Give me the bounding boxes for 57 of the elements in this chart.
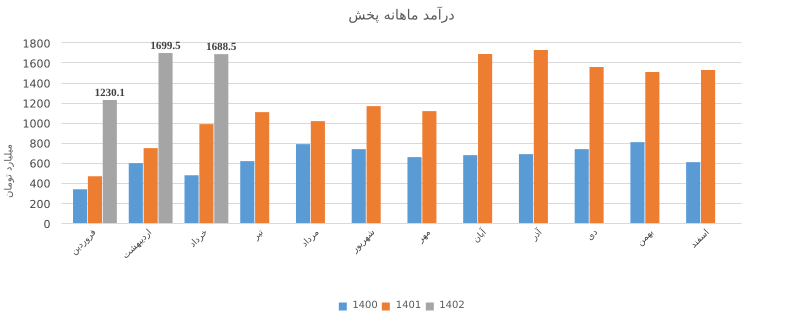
x-tick-label: بهمن	[636, 228, 656, 248]
y-tick-label: 200	[30, 198, 51, 211]
bar	[88, 176, 102, 224]
y-tick-label: 600	[30, 158, 51, 171]
data-label: 1699.5	[150, 40, 182, 52]
bar	[310, 121, 325, 224]
x-tick-label: شهریور	[349, 228, 378, 256]
y-tick-label: 0	[44, 218, 50, 231]
bar	[700, 70, 716, 224]
bar	[73, 189, 88, 224]
chart-title: درآمد ماهانه پخش	[348, 6, 455, 24]
bar	[590, 66, 604, 224]
x-tick-label: مرداد	[300, 228, 322, 250]
y-tick-label: 1600	[22, 57, 51, 70]
legend-label: 1400	[352, 300, 378, 311]
bar	[158, 53, 173, 224]
bar	[214, 54, 228, 224]
bar	[534, 50, 548, 224]
bar	[407, 157, 422, 224]
y-axis-title: میلیارد تومان	[4, 144, 15, 198]
x-tick-label: خرداد	[188, 228, 210, 250]
bar	[296, 144, 310, 224]
bar	[128, 163, 143, 224]
x-tick-label: تیر	[250, 227, 266, 243]
x-tick-label: فروردین	[69, 228, 98, 257]
bar	[144, 148, 158, 224]
bar	[102, 100, 117, 224]
y-tick-label: 1800	[22, 37, 51, 50]
legend-label: 1401	[396, 300, 422, 311]
bar	[463, 155, 478, 224]
y-tick-label: 800	[30, 138, 51, 151]
bar	[422, 111, 436, 224]
bar	[478, 54, 492, 224]
bar	[574, 149, 589, 224]
data-label: 1688.5	[206, 41, 237, 54]
y-tick-label: 1200	[22, 98, 51, 111]
bar	[518, 154, 534, 224]
x-tick-label: مهر	[415, 228, 434, 246]
x-tick-label: اسفند	[688, 228, 712, 250]
x-tick-label: اردیبهشت	[120, 228, 154, 262]
bar	[199, 124, 214, 224]
bar	[255, 112, 270, 224]
bar	[240, 161, 254, 224]
bar	[630, 142, 645, 224]
legend-label: 1402	[439, 300, 465, 311]
x-tick-label: آبان	[470, 226, 489, 245]
data-label: 1230.1	[94, 87, 125, 100]
bar	[184, 175, 199, 224]
x-tick-label: آذر	[528, 226, 545, 244]
y-tick-label: 1400	[22, 78, 51, 91]
bar	[686, 162, 700, 224]
y-tick-label: 1000	[22, 118, 51, 131]
bar	[366, 106, 381, 224]
y-tick-label: 400	[30, 178, 51, 191]
x-tick-label: دی	[585, 228, 600, 243]
bar	[352, 149, 366, 224]
bar	[645, 72, 660, 224]
